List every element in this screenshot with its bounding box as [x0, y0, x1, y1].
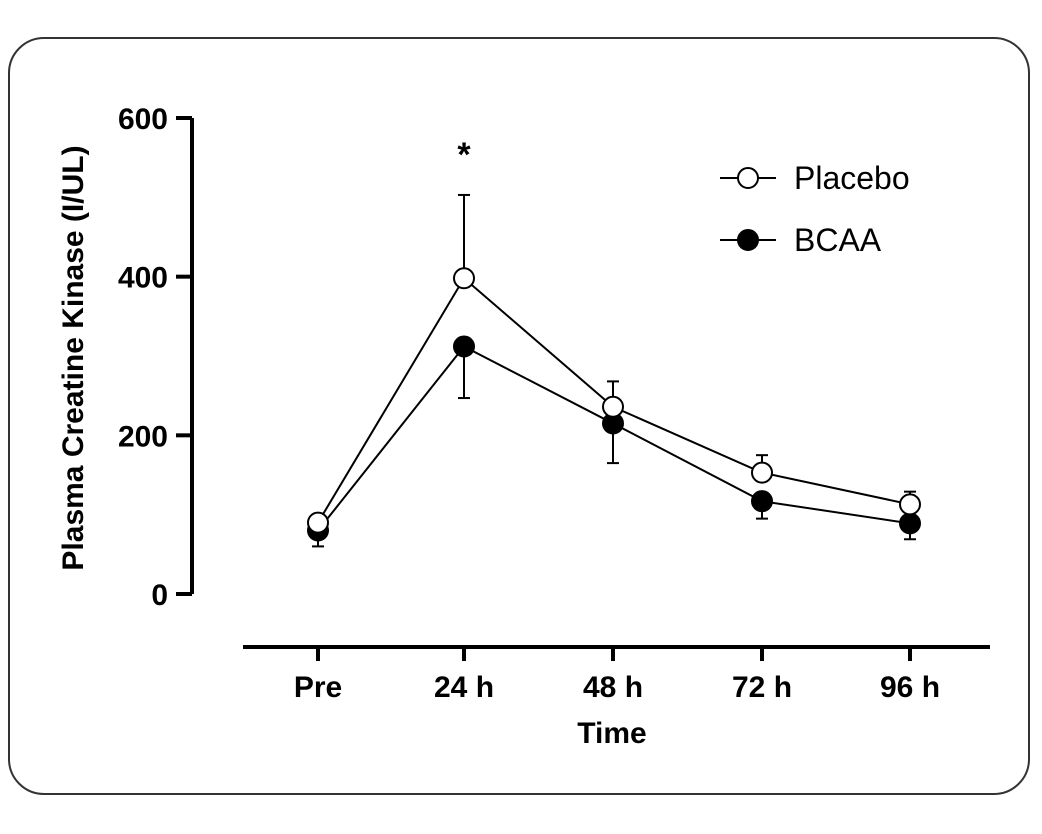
- y-tick-labels: 0 200 400 600: [118, 103, 168, 612]
- point-bcaa-3: [751, 490, 773, 513]
- legend-label-placebo: Placebo: [794, 160, 910, 196]
- legend-marker-placebo: [737, 167, 759, 189]
- y-tick-label-600: 600: [118, 103, 168, 136]
- x-tick-label-3: 72 h: [732, 671, 792, 704]
- point-placebo-0: [307, 511, 329, 534]
- y-axis-title: Plasma Creatine Kinase (I/UL): [57, 145, 90, 570]
- figure-frame: [8, 37, 1030, 795]
- y-tick-label-0: 0: [151, 579, 168, 612]
- annotations: *: [457, 136, 471, 174]
- x-axis-title: Time: [577, 717, 646, 750]
- x-tick-label-1: 24 h: [434, 671, 494, 704]
- y-tick-label-400: 400: [118, 262, 168, 295]
- point-placebo-1: [453, 267, 475, 290]
- point-bcaa-4: [899, 512, 921, 535]
- x-tick-labels: Pre 24 h 48 h 72 h 96 h: [294, 671, 940, 704]
- point-placebo-2: [602, 395, 624, 418]
- point-bcaa-1: [453, 335, 475, 358]
- legend-marker-bcaa: [737, 229, 759, 251]
- x-tick-label-0: Pre: [294, 671, 342, 704]
- point-placebo-3: [751, 461, 773, 484]
- x-tick-label-4: 96 h: [880, 671, 940, 704]
- significance-marker: *: [457, 136, 471, 174]
- y-tick-label-200: 200: [118, 420, 168, 453]
- data-series: [307, 193, 921, 548]
- x-tick-label-2: 48 h: [583, 671, 643, 704]
- legend: Placebo BCAA: [720, 160, 910, 258]
- chart-axes: [176, 116, 990, 661]
- point-placebo-4: [899, 493, 921, 516]
- legend-label-bcaa: BCAA: [794, 222, 882, 258]
